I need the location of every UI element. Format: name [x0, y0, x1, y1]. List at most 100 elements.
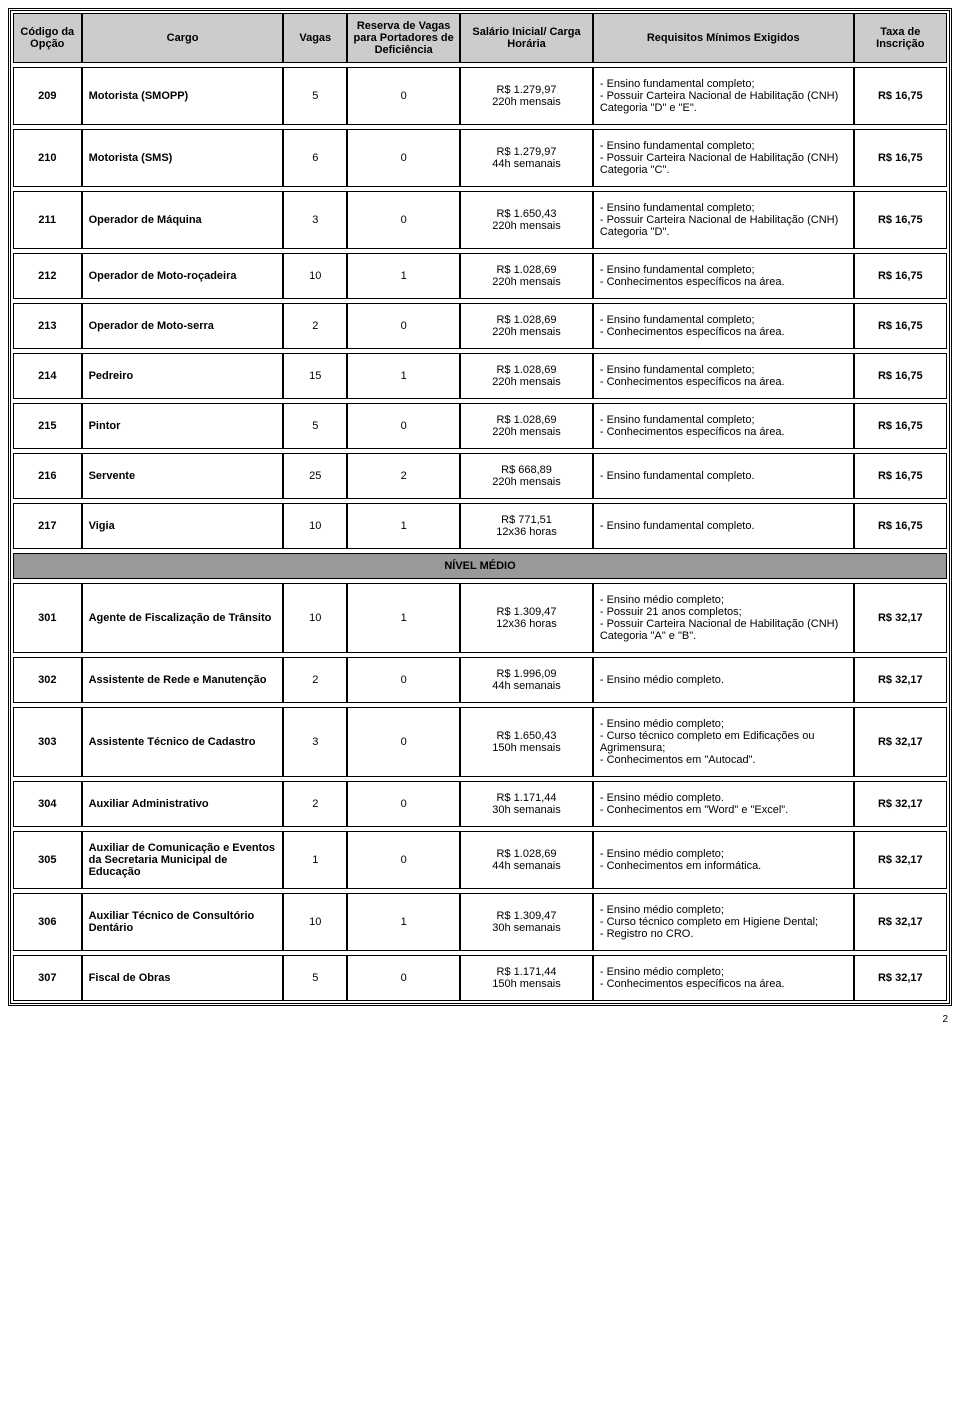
cell-cargo: Operador de Máquina	[82, 191, 284, 249]
cell-requisitos: - Ensino médio completo; - Conhecimentos…	[593, 831, 854, 889]
cell-salario: R$ 1.279,9744h semanais	[460, 129, 593, 187]
cell-requisitos: - Ensino fundamental completo; - Conheci…	[593, 253, 854, 299]
cell-codigo: 215	[13, 403, 82, 449]
table-row: 306Auxiliar Técnico de Consultório Dentá…	[13, 893, 947, 951]
cell-salario: R$ 1.028,69220h mensais	[460, 303, 593, 349]
cell-requisitos: - Ensino médio completo; - Curso técnico…	[593, 707, 854, 777]
cell-salario: R$ 1.028,69220h mensais	[460, 403, 593, 449]
cell-taxa: R$ 16,75	[854, 403, 947, 449]
header-reserva: Reserva de Vagas para Portadores de Defi…	[347, 13, 460, 63]
cell-requisitos: - Ensino fundamental completo; - Possuir…	[593, 67, 854, 125]
cell-cargo: Servente	[82, 453, 284, 499]
cell-codigo: 306	[13, 893, 82, 951]
table-row: 212Operador de Moto-roçadeira101R$ 1.028…	[13, 253, 947, 299]
cell-codigo: 302	[13, 657, 82, 703]
cell-taxa: R$ 16,75	[854, 453, 947, 499]
cell-codigo: 214	[13, 353, 82, 399]
cell-reserva: 0	[347, 403, 460, 449]
cell-cargo: Fiscal de Obras	[82, 955, 284, 1001]
cell-cargo: Assistente Técnico de Cadastro	[82, 707, 284, 777]
cell-reserva: 0	[347, 191, 460, 249]
cell-salario: R$ 1.028,69220h mensais	[460, 253, 593, 299]
cell-codigo: 305	[13, 831, 82, 889]
cell-salario: R$ 668,89220h mensais	[460, 453, 593, 499]
cell-codigo: 216	[13, 453, 82, 499]
cell-requisitos: - Ensino fundamental completo; - Possuir…	[593, 191, 854, 249]
cell-vagas: 10	[283, 503, 347, 549]
section-header-label: NÍVEL MÉDIO	[13, 553, 947, 579]
cell-reserva: 0	[347, 67, 460, 125]
cell-vagas: 3	[283, 707, 347, 777]
cell-codigo: 303	[13, 707, 82, 777]
cell-requisitos: - Ensino fundamental completo; - Conheci…	[593, 303, 854, 349]
cell-requisitos: - Ensino fundamental completo; - Conheci…	[593, 403, 854, 449]
cell-taxa: R$ 16,75	[854, 303, 947, 349]
cell-taxa: R$ 16,75	[854, 191, 947, 249]
cell-cargo: Operador de Moto-serra	[82, 303, 284, 349]
header-codigo: Código da Opção	[13, 13, 82, 63]
cell-requisitos: - Ensino médio completo. - Conhecimentos…	[593, 781, 854, 827]
cell-taxa: R$ 16,75	[854, 67, 947, 125]
cell-requisitos: - Ensino fundamental completo.	[593, 453, 854, 499]
cell-reserva: 1	[347, 253, 460, 299]
cell-cargo: Operador de Moto-roçadeira	[82, 253, 284, 299]
table-header: Código da Opção Cargo Vagas Reserva de V…	[13, 13, 947, 63]
cell-salario: R$ 1.650,43150h mensais	[460, 707, 593, 777]
table-row: 303Assistente Técnico de Cadastro30R$ 1.…	[13, 707, 947, 777]
cell-salario: R$ 1.309,4712x36 horas	[460, 583, 593, 653]
cell-taxa: R$ 32,17	[854, 583, 947, 653]
cell-requisitos: - Ensino fundamental completo.	[593, 503, 854, 549]
cell-codigo: 307	[13, 955, 82, 1001]
cell-cargo: Pedreiro	[82, 353, 284, 399]
cell-requisitos: - Ensino médio completo.	[593, 657, 854, 703]
cell-salario: R$ 1.996,0944h semanais	[460, 657, 593, 703]
cell-reserva: 0	[347, 955, 460, 1001]
cell-vagas: 15	[283, 353, 347, 399]
table-row: 305Auxiliar de Comunicação e Eventos da …	[13, 831, 947, 889]
header-vagas: Vagas	[283, 13, 347, 63]
cell-codigo: 304	[13, 781, 82, 827]
cell-reserva: 0	[347, 707, 460, 777]
cell-taxa: R$ 32,17	[854, 893, 947, 951]
table-row: 215Pintor50R$ 1.028,69220h mensais- Ensi…	[13, 403, 947, 449]
cell-vagas: 5	[283, 403, 347, 449]
cell-requisitos: - Ensino fundamental completo; - Conheci…	[593, 353, 854, 399]
cell-salario: R$ 1.650,43220h mensais	[460, 191, 593, 249]
cell-salario: R$ 771,5112x36 horas	[460, 503, 593, 549]
header-cargo: Cargo	[82, 13, 284, 63]
cell-taxa: R$ 32,17	[854, 781, 947, 827]
cell-requisitos: - Ensino fundamental completo; - Possuir…	[593, 129, 854, 187]
cell-reserva: 1	[347, 893, 460, 951]
cell-reserva: 0	[347, 657, 460, 703]
cell-taxa: R$ 16,75	[854, 129, 947, 187]
cell-codigo: 212	[13, 253, 82, 299]
cell-salario: R$ 1.309,4730h semanais	[460, 893, 593, 951]
cell-codigo: 213	[13, 303, 82, 349]
cell-cargo: Assistente de Rede e Manutenção	[82, 657, 284, 703]
cell-cargo: Auxiliar Administrativo	[82, 781, 284, 827]
header-taxa: Taxa de Inscrição	[854, 13, 947, 63]
cell-reserva: 0	[347, 129, 460, 187]
cell-taxa: R$ 32,17	[854, 955, 947, 1001]
table-body: 209Motorista (SMOPP)50R$ 1.279,97220h me…	[13, 63, 947, 1001]
table-row: 210Motorista (SMS)60R$ 1.279,9744h seman…	[13, 129, 947, 187]
cell-cargo: Agente de Fiscalização de Trânsito	[82, 583, 284, 653]
job-table: Código da Opção Cargo Vagas Reserva de V…	[13, 13, 947, 1001]
cell-taxa: R$ 32,17	[854, 831, 947, 889]
cell-taxa: R$ 16,75	[854, 503, 947, 549]
cell-salario: R$ 1.279,97220h mensais	[460, 67, 593, 125]
cell-vagas: 2	[283, 781, 347, 827]
cell-requisitos: - Ensino médio completo; - Possuir 21 an…	[593, 583, 854, 653]
cell-salario: R$ 1.171,44150h mensais	[460, 955, 593, 1001]
cell-codigo: 217	[13, 503, 82, 549]
table-row: 217Vigia101R$ 771,5112x36 horas- Ensino …	[13, 503, 947, 549]
cell-cargo: Auxiliar de Comunicação e Eventos da Sec…	[82, 831, 284, 889]
cell-taxa: R$ 32,17	[854, 657, 947, 703]
cell-vagas: 10	[283, 893, 347, 951]
cell-vagas: 5	[283, 955, 347, 1001]
table-row: 307Fiscal de Obras50R$ 1.171,44150h mens…	[13, 955, 947, 1001]
cell-reserva: 1	[347, 503, 460, 549]
cell-vagas: 10	[283, 583, 347, 653]
cell-salario: R$ 1.171,4430h semanais	[460, 781, 593, 827]
cell-cargo: Pintor	[82, 403, 284, 449]
